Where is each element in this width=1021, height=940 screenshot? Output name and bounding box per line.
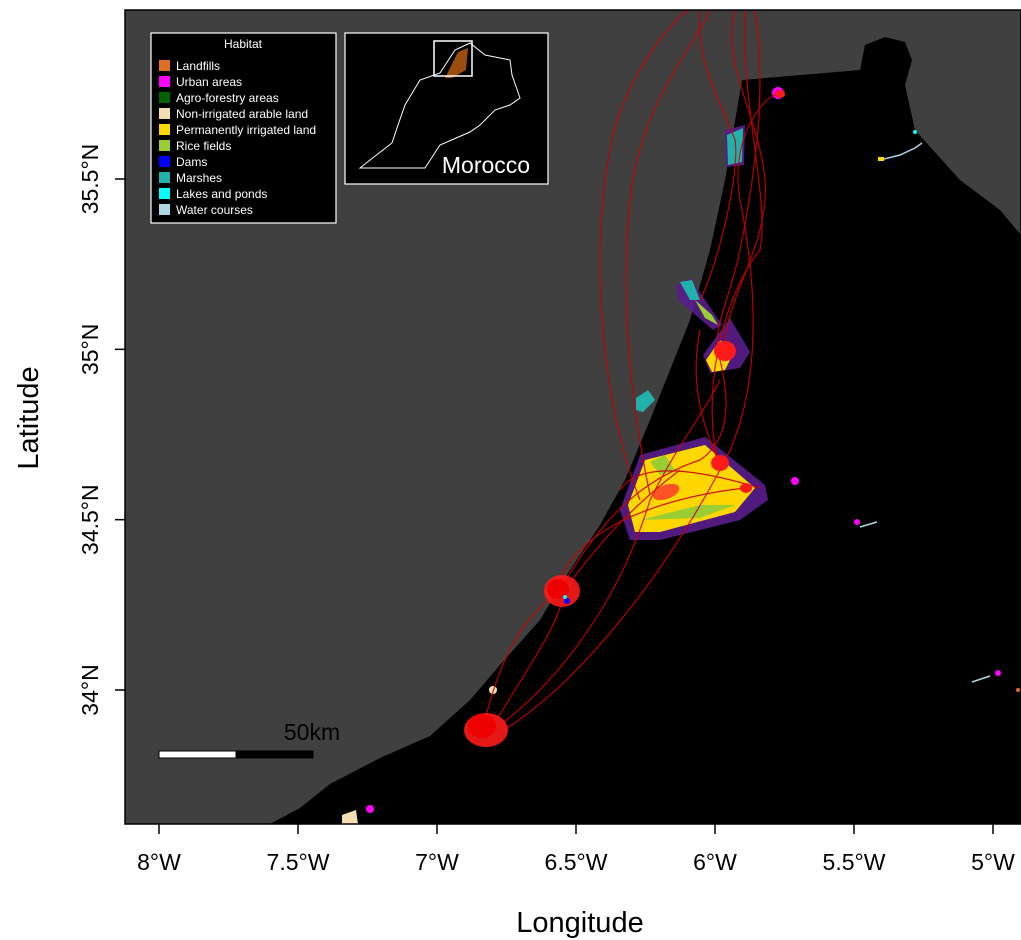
landfill-patch [1016, 688, 1020, 692]
home-range-cluster [547, 579, 569, 599]
scale-bar: 50km [158, 719, 340, 759]
scale-bar-label: 50km [284, 719, 340, 745]
inset-country-outline [358, 42, 521, 169]
home-range-cluster [714, 341, 736, 361]
track [499, 379, 721, 726]
legend-item-label: Non-irrigated arable land [176, 107, 308, 121]
legend-title: Habitat [224, 37, 263, 51]
y-axis-title: Latitude [13, 366, 45, 469]
legend-swatch [159, 92, 170, 103]
x-tick-label: 6.5°W [545, 849, 608, 875]
dam-point [564, 598, 570, 604]
irrigated-land-patch [878, 157, 884, 161]
legend-item-label: Marshes [176, 171, 222, 185]
legend-item-label: Permanently irrigated land [176, 123, 316, 137]
legend-swatch [159, 60, 170, 71]
x-tick-label: 5°W [971, 849, 1015, 875]
legend-item-label: Water courses [176, 203, 253, 217]
home-range-cluster [775, 90, 785, 98]
legend-items: Landfills Urban areas Agro-forestry areas N… [159, 59, 316, 217]
home-range-cluster [740, 483, 752, 493]
track [716, 9, 761, 361]
track [711, 9, 763, 471]
legend-swatch [159, 140, 170, 151]
inset-label: Morocco [442, 152, 530, 178]
plot-frame [124, 9, 1021, 825]
rice-field-patch [650, 455, 675, 475]
legend-item-label: Agro-forestry areas [176, 91, 279, 105]
track [599, 9, 691, 501]
scale-bar-white-segment [158, 750, 237, 759]
track [559, 359, 727, 591]
track [484, 589, 561, 721]
water-course [971, 675, 991, 683]
legend-item-label: Rice fields [176, 139, 231, 153]
legend-item-label: Landfills [176, 59, 220, 73]
legend-swatch [159, 76, 170, 87]
y-tick-label: 35.5°N [77, 144, 103, 215]
rice-field-patch [640, 505, 735, 520]
y-tick-label: 34°N [77, 664, 103, 715]
track [724, 9, 766, 361]
x-tick-label: 7.5°W [267, 849, 330, 875]
legend-item-label: Dams [176, 155, 207, 169]
inset-map: Morocco [344, 32, 549, 185]
x-axis: 8°W 7.5°W 7°W 6.5°W 6°W 5.5°W 5°W [137, 824, 1015, 875]
legend-swatch [159, 156, 170, 167]
water-course [859, 521, 878, 528]
arable-land-patch [342, 810, 358, 824]
legend: Habitat Landfills Urban areas Agro-forestr… [150, 32, 337, 224]
scale-bar-black-segment [235, 750, 314, 759]
legend-swatch [159, 188, 170, 199]
y-tick-label: 35°N [77, 324, 103, 375]
y-axis: 34°N 34.5°N 35°N 35.5°N [77, 144, 125, 716]
x-tick-label: 7°W [415, 849, 459, 875]
rice-field-patch [695, 300, 718, 325]
legend-swatch [159, 108, 170, 119]
marsh-patch [636, 390, 655, 412]
x-tick-label: 5.5°W [823, 849, 886, 875]
lake-point [563, 595, 567, 599]
legend-item-label: Urban areas [176, 75, 242, 89]
track [494, 469, 721, 736]
x-tick-label: 8°W [137, 849, 181, 875]
land-mass [270, 37, 1021, 824]
marsh-patch [680, 280, 700, 300]
home-range-clusters [464, 90, 785, 747]
track [625, 9, 711, 496]
home-range-cluster [711, 455, 729, 471]
y-tick-label: 34.5°N [77, 484, 103, 555]
legend-box [150, 32, 337, 224]
track [698, 9, 737, 301]
home-range-cluster [652, 483, 680, 501]
urban-patch [791, 477, 799, 485]
home-range-cluster [468, 714, 496, 738]
inset-box [344, 32, 549, 185]
x-tick-label: 6°W [693, 849, 737, 875]
urban-patch [854, 519, 860, 525]
legend-swatch [159, 204, 170, 215]
lake-patch [913, 130, 917, 134]
water-course [879, 142, 923, 161]
inset-focus-box [433, 40, 473, 77]
urban-patch [995, 670, 1001, 676]
inset-habitat-shading [445, 48, 468, 78]
track [695, 329, 721, 466]
legend-swatch [159, 124, 170, 135]
legend-item-label: Lakes and ponds [176, 187, 267, 201]
x-axis-title: Longitude [516, 907, 643, 939]
urban-patch [366, 805, 374, 813]
track [619, 470, 761, 491]
legend-swatch [159, 172, 170, 183]
